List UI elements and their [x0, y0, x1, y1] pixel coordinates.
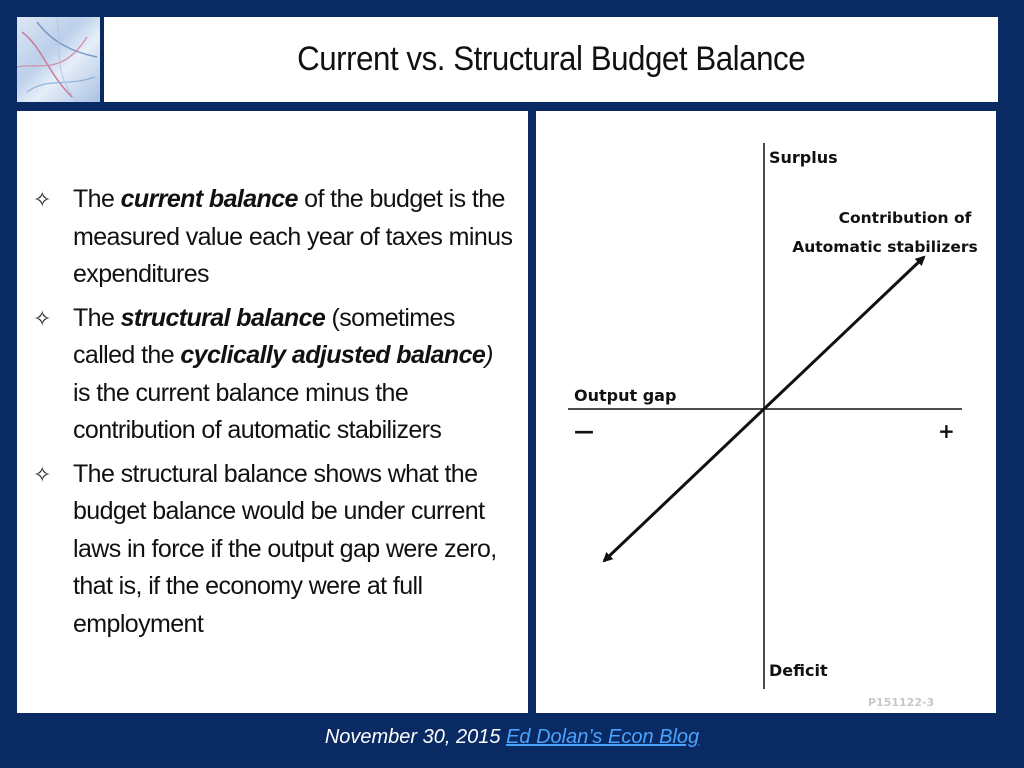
line-label-line-2: Automatic stabilizers — [792, 238, 978, 256]
four-point-star-icon: ✧ — [33, 305, 52, 331]
diagram-panel: Surplus Deficit Output gap — + Contribut… — [536, 111, 996, 713]
stabilizer-line-lower — [602, 407, 766, 563]
slide-title: Current vs. Structural Budget Balance — [296, 40, 806, 78]
emphasized-term: current balance — [120, 185, 299, 213]
footer: November 30, 2015 Ed Dolan’s Econ Blog — [0, 722, 1024, 752]
x-minus-label: — — [574, 419, 594, 443]
footer-date: November 30, 2015 — [324, 726, 501, 748]
four-point-star-icon: ✧ — [33, 461, 52, 487]
x-plus-label: + — [938, 419, 955, 443]
bullet-text: The structural balance shows what the bu… — [73, 456, 514, 644]
bullet-text-part: The — [73, 303, 121, 332]
bullet-text-part: The structural balance shows what the bu… — [73, 459, 497, 638]
emphasized-term: structural balance — [120, 303, 326, 332]
x-axis-label: Output gap — [574, 386, 676, 405]
title-bar: Current vs. Structural Budget Balance — [104, 17, 998, 102]
bullet-text-part: The — [73, 185, 121, 213]
stabilizer-line-upper — [762, 255, 926, 411]
bullet-text-part: is the current balance minus the contrib… — [73, 378, 442, 445]
italic-text: ) — [485, 341, 493, 369]
logo-graphic — [17, 17, 98, 102]
emphasized-term: cyclically adjusted balance — [180, 341, 486, 369]
bullet-text-part: of the budget is the measured value each… — [73, 185, 513, 288]
y-bottom-label: Deficit — [769, 661, 828, 680]
y-top-label: Surplus — [769, 148, 838, 167]
bullet-text: The structural balance (sometimes called… — [73, 300, 514, 450]
bullet-list: ✧ The current balance of the budget is th… — [31, 181, 514, 643]
bullet-text: The current balance of the budget is the… — [73, 181, 514, 294]
slide-code: P151122-3 — [868, 696, 934, 709]
four-point-star-icon: ✧ — [33, 187, 52, 212]
bullet-text-part: (sometimes called the — [73, 303, 455, 370]
blog-link[interactable]: Ed Dolan’s Econ Blog — [506, 726, 700, 748]
bullet-panel: ✧ The current balance of the budget is th… — [17, 111, 528, 713]
logo-image — [17, 17, 100, 102]
line-label-line-1: Contribution of — [839, 209, 972, 227]
stabilizer-diagram: Surplus Deficit Output gap — + Contribut… — [568, 143, 978, 709]
bullet-item: ✧ The structural balance shows what the b… — [31, 456, 514, 644]
bullet-item: ✧ The structural balance (sometimes calle… — [31, 300, 514, 450]
bullet-item: ✧ The current balance of the budget is th… — [31, 181, 514, 294]
